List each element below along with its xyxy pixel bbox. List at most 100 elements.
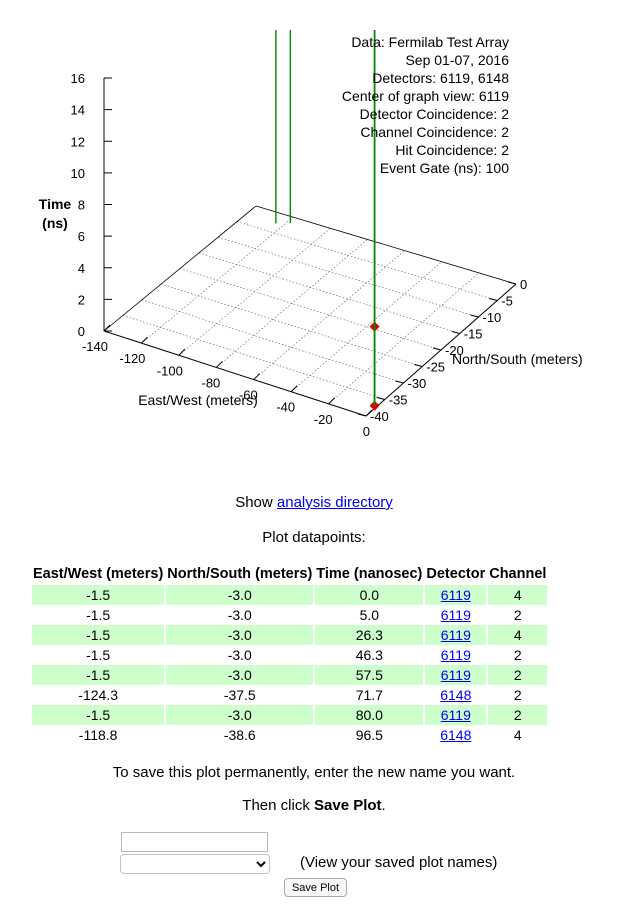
plot-name-input[interactable] [121,832,268,852]
info-line: Data: Fermilab Test Array [351,34,509,50]
cell-north-south: -3.0 [166,585,314,605]
table-row: -1.5 -3.0 5.0 6119 2 [32,605,547,625]
cell-north-south: -3.0 [166,665,314,685]
table-row: -1.5 -3.0 46.3 6119 2 [32,645,547,665]
ew-tick [365,409,373,417]
time-tick-label: 16 [71,71,85,86]
table-row: -124.3 -37.5 71.7 6148 2 [32,685,547,705]
ew-tick [141,336,148,344]
cell-north-south: -3.0 [166,625,314,645]
detector-link[interactable]: 6119 [440,647,471,663]
save-plot-button[interactable]: Save Plot [284,878,347,897]
cell-east-west: -1.5 [32,665,165,685]
plot-info-box: Data: Fermilab Test Array Sep 01-07, 2016… [342,34,509,176]
cell-time: 80.0 [315,705,424,725]
cell-detector: 6148 [425,725,486,745]
grid-line [141,299,404,384]
detector-link[interactable]: 6148 [440,687,472,703]
cell-channel: 2 [488,705,548,725]
detector-link[interactable]: 6148 [440,727,472,743]
ew-tick-label: -60 [239,388,258,403]
ns-axis-label: North/South (meters) [452,351,583,367]
grid-line [290,261,442,392]
cell-east-west: -118.8 [78,727,118,743]
table-row: -1.5 -3.0 26.3 6119 4 [32,625,548,645]
detector-link[interactable]: 6119 [440,667,471,683]
plot-ticks: 0246810121416-140-120-100-80-60-40-2000-… [71,71,528,439]
cell-time: 57.5 [315,665,424,685]
cell-detector: 6119 [425,585,487,605]
header-time: Time (nanosec) [316,566,423,582]
ns-tick [414,364,423,367]
ns-tick-label: 0 [520,277,527,292]
time-tick-label: 8 [78,198,85,213]
cell-east-west: -124.3 [78,687,118,703]
ew-tick [103,324,111,332]
ns-tick [489,298,498,301]
cell-time: 46.3 [355,647,383,663]
analysis-directory-line: Show analysis directory [0,494,628,511]
then-click-line: Then click Save Plot. [0,797,628,814]
cell-north-south: -3.0 [227,607,252,623]
cell-channel: 2 [513,647,522,663]
detector-link[interactable]: 6119 [440,707,471,723]
back-right-edge [255,205,517,285]
grid-line [236,221,498,301]
time-axis-label: Time [39,196,72,212]
ns-tick [470,314,479,318]
ns-tick-label: -25 [426,360,445,375]
ew-axis-line [103,330,367,417]
grid-line [253,250,405,380]
ns-tick-label: -40 [370,409,389,424]
cell-east-west: -1.5 [86,647,111,663]
header-detector: Detector [426,566,486,582]
cell-detector: 6119 [425,605,486,625]
time-tick-label: 10 [71,166,85,181]
cell-detector: 6119 [425,665,487,685]
grid-line [122,315,385,400]
time-tick-label: 12 [71,134,85,149]
cell-detector: 6119 [425,645,486,665]
ew-tick [178,348,186,356]
show-text: Show [235,494,277,511]
detector-link[interactable]: 6119 [440,587,471,603]
ew-tick-label: -140 [82,339,108,354]
cell-detector: 6119 [425,625,487,645]
cell-east-west: -1.5 [32,585,165,605]
info-line: Center of graph view: 6119 [342,88,509,104]
header-east-west: East/West (meters) [33,566,164,582]
info-line: Channel Coincidence: 2 [360,124,509,140]
ew-tick-label: -100 [157,363,183,378]
table-row: -1.5 -3.0 80.0 6119 2 [32,705,548,725]
analysis-directory-link[interactable]: analysis directory [276,494,393,511]
cell-channel: 4 [513,727,522,743]
table-header-row: East/West (meters) North/South (meters) … [32,565,547,585]
event-3d-plot: 0246810121416-140-120-100-80-60-40-2000-… [39,30,583,439]
cell-detector: 6148 [425,685,486,705]
cell-north-south: -37.5 [223,687,256,703]
header-channel: Channel [489,566,547,582]
cell-time: 71.7 [355,687,383,703]
ns-tick [451,331,460,334]
ew-axis-label: East/West (meters) [138,392,258,408]
time-tick-label: 0 [78,324,85,339]
detector-link[interactable]: 6119 [440,607,471,623]
time-axis-unit: (ns) [42,215,68,231]
ew-tick-label: -80 [201,375,220,390]
time-tick-label: 14 [71,103,85,118]
info-line: Detectors: 6119, 6148 [372,70,509,86]
then-click-suffix: . [381,797,386,814]
grid-line [160,283,423,367]
ns-tick [507,281,517,285]
cell-north-south: -3.0 [166,705,314,725]
cell-channel: 2 [488,665,548,685]
back-left-edge [103,205,257,332]
grid-line [179,268,442,351]
ns-tick [357,413,367,417]
ns-tick-label: -20 [445,343,464,358]
saved-plots-select[interactable] [120,854,270,874]
info-line: Event Gate (ns): 100 [380,160,509,176]
detector-link[interactable]: 6119 [440,627,471,643]
info-line: Hit Coincidence: 2 [395,142,509,158]
table-row: -1.5 -3.0 57.5 6119 2 [32,665,548,685]
